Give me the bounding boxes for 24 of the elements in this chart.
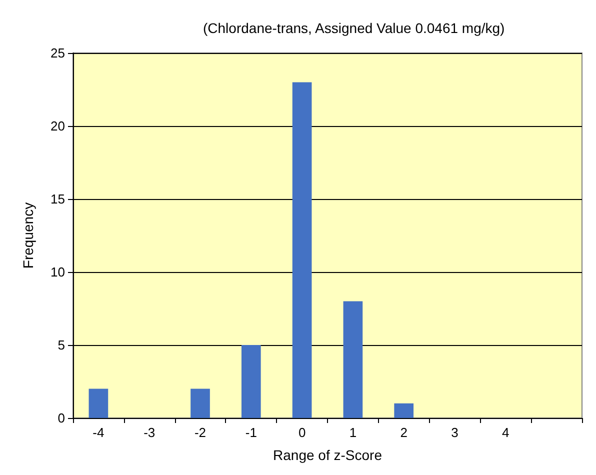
y-tick-label: 0 [58, 410, 65, 426]
x-tick-label: -3 [144, 425, 156, 440]
bar [88, 388, 108, 418]
y-tick-label: 15 [50, 192, 65, 206]
chart-title: (Chlordane-trans, Assigned Value 0.0461 mg/kg) [203, 20, 505, 36]
y-tick-label: 25 [50, 46, 65, 60]
x-tick-label: -1 [245, 425, 257, 440]
x-tick-label: 0 [298, 425, 306, 440]
x-tick-label: 2 [400, 425, 408, 440]
y-tick-label: 5 [58, 338, 65, 352]
bar [292, 82, 312, 418]
y-axis-title: Frequency [20, 202, 36, 269]
x-axis-title: Range of z-Score [273, 447, 382, 463]
bar [241, 345, 261, 418]
y-tick-label: 20 [50, 118, 65, 134]
x-tick-label: -4 [92, 425, 104, 440]
x-tick-label: 3 [451, 425, 458, 440]
x-tick-label: 4 [502, 425, 510, 440]
y-tick-label: 10 [50, 264, 65, 280]
bar [190, 388, 210, 418]
bar [394, 403, 414, 418]
bar [343, 301, 363, 418]
x-tick-label: 1 [349, 425, 357, 440]
x-tick-label: -2 [194, 425, 206, 440]
